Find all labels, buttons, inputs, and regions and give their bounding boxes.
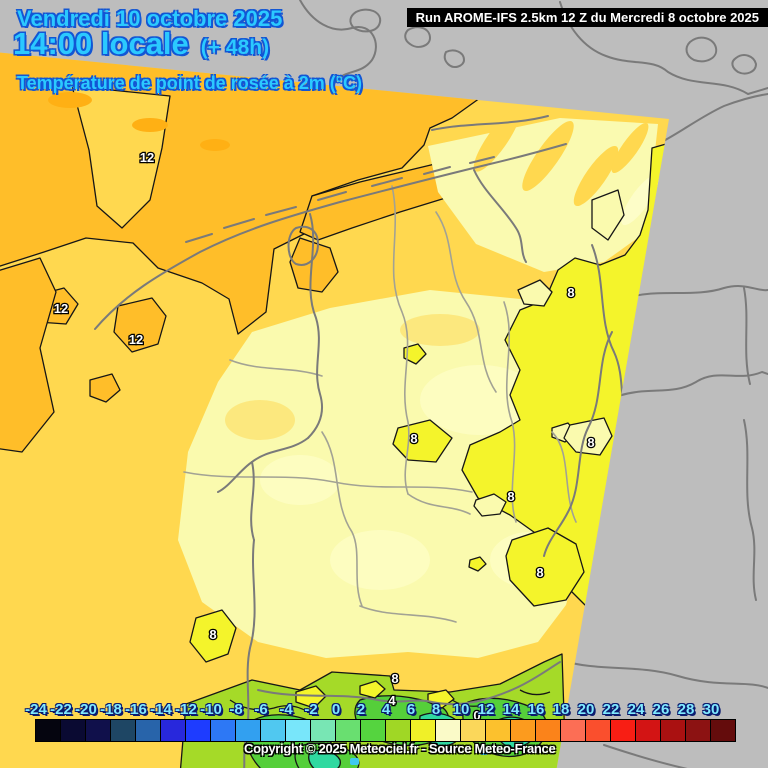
scale-tick-label: 16: [527, 701, 545, 718]
scale-tick-label: 30: [702, 701, 720, 718]
scale-tick-label: 8: [431, 701, 441, 718]
run-info-box: Run AROME-IFS 2.5km 12 Z du Mercredi 8 o…: [406, 8, 768, 27]
contour-label: 8: [587, 435, 594, 450]
contour-label: 8: [209, 627, 216, 642]
copyright-label: Copyright © 2025 Meteociel.fr - Source M…: [244, 741, 556, 756]
scale-tick-label: 6: [406, 701, 416, 718]
scale-tick-label: 2: [356, 701, 366, 718]
contour-label: 4: [388, 693, 396, 708]
scale-color-cell: [111, 720, 136, 741]
contour-label: 12: [54, 301, 68, 316]
scale-color-cell: [411, 720, 436, 741]
scale-color-cell: [511, 720, 536, 741]
scale-color-cell: [486, 720, 511, 741]
scale-color-cell: [136, 720, 161, 741]
scale-color-cell: [636, 720, 661, 741]
scale-color-cell: [236, 720, 261, 741]
scale-bar: [35, 719, 736, 742]
contour-label: 12: [129, 332, 143, 347]
scale-tick-label: -18: [100, 701, 122, 718]
contour-label: 8: [391, 671, 398, 686]
scale-tick-label: 10: [452, 701, 470, 718]
contour-label: 8: [410, 431, 417, 446]
scale-color-cell: [436, 720, 461, 741]
scale-tick-label: 4: [381, 701, 391, 718]
local-time-label: 14:00 locale: [13, 26, 189, 61]
scale-tick-label: -6: [254, 701, 268, 718]
scale-color-cell: [86, 720, 111, 741]
scale-tick-label: 12: [477, 701, 495, 718]
contour-label: 8: [507, 489, 514, 504]
contour-label: 12: [140, 150, 154, 165]
scale-color-cell: [336, 720, 361, 741]
contour-label: 0: [473, 708, 480, 723]
scale-tick-label: -14: [150, 701, 172, 718]
scale-tick-label: -16: [125, 701, 147, 718]
scale-tick-label: -12: [175, 701, 197, 718]
forecast-time-label: 14:00 locale (+ 48h): [13, 26, 269, 62]
scale-color-cell: [311, 720, 336, 741]
gray-area-borders: [299, 0, 768, 768]
scale-color-cell: [711, 720, 735, 741]
scale-color-cell: [36, 720, 61, 741]
scale-tick-label: 0: [331, 701, 341, 718]
scale-color-cell: [186, 720, 211, 741]
scale-tick-label: -4: [279, 701, 293, 718]
forecast-date-label: Vendredi 10 octobre 2025: [17, 6, 283, 31]
scale-tick-label: -20: [75, 701, 97, 718]
scale-labels: -24 -22 -20 -18 -16 -14 -12 -10 -8 -6 -4 -2 0 2 4 6 8 10 1…: [25, 701, 739, 718]
scale-tick-label: -22: [50, 701, 72, 718]
scale-color-cell: [386, 720, 411, 741]
scale-tick-label: 20: [577, 701, 595, 718]
contour-label: 8: [536, 565, 543, 580]
scale-color-cell: [61, 720, 86, 741]
forecast-offset-label: (+ 48h): [200, 36, 270, 59]
scale-color-cell: [686, 720, 711, 741]
scale-color-cell: [261, 720, 286, 741]
scale-tick-label: 26: [652, 701, 670, 718]
parameter-title: Température de point de rosée à 2m (°C): [17, 73, 362, 93]
scale-tick-label: 28: [677, 701, 695, 718]
scale-tick-label: 18: [552, 701, 570, 718]
scale-tick-label: 22: [602, 701, 620, 718]
scale-tick-label: 24: [627, 701, 645, 718]
country-borders: [94, 115, 631, 768]
scale-tick-label: -8: [229, 701, 243, 718]
scale-tick-label: 14: [502, 701, 520, 718]
scale-color-cell: [161, 720, 186, 741]
scale-color-cell: [611, 720, 636, 741]
scale-color-cell: [461, 720, 486, 741]
contour-label: 8: [567, 285, 574, 300]
scale-color-cell: [661, 720, 686, 741]
state-borders: [183, 185, 577, 623]
scale-tick-label: -10: [200, 701, 222, 718]
scale-tick-label: -2: [304, 701, 318, 718]
scale-color-cell: [536, 720, 561, 741]
scale-color-cell: [586, 720, 611, 741]
scale-tick-label: -24: [25, 701, 47, 718]
scale-color-cell: [561, 720, 586, 741]
scale-color-cell: [211, 720, 236, 741]
scale-color-cell: [286, 720, 311, 741]
scale-color-cell: [361, 720, 386, 741]
